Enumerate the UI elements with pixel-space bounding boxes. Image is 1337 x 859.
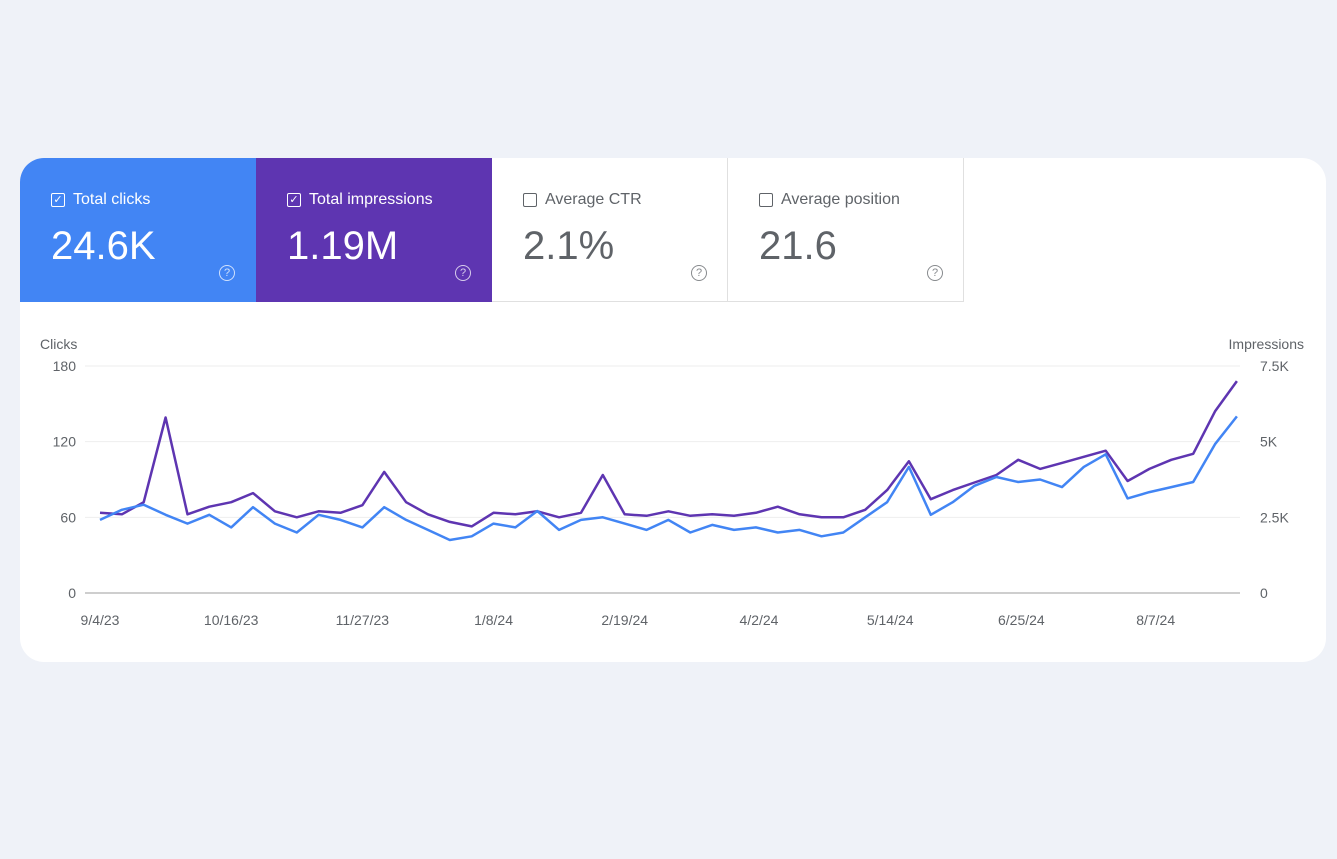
metric-label-text: Total clicks xyxy=(73,191,151,208)
y-tick-left: 0 xyxy=(68,585,76,601)
series-line-clicks xyxy=(99,415,1238,542)
metric-tab-average-ctr[interactable]: Average CTR 2.1% ? xyxy=(492,158,728,302)
check-icon[interactable]: ✓ xyxy=(51,193,65,207)
y-tick-left: 180 xyxy=(53,358,77,374)
x-tick: 4/2/24 xyxy=(740,612,779,628)
y-tick-right: 5K xyxy=(1260,434,1278,450)
metric-tab-average-position[interactable]: Average position 21.6 ? xyxy=(728,158,964,302)
y-axis-right-label: Impressions xyxy=(1229,336,1304,352)
x-tick: 9/4/23 xyxy=(81,612,120,628)
y-tick-right: 7.5K xyxy=(1260,358,1289,374)
y-tick-right: 2.5K xyxy=(1260,509,1289,525)
x-tick: 6/25/24 xyxy=(998,612,1045,628)
metric-label: Average position xyxy=(759,191,900,209)
help-circle-icon[interactable]: ? xyxy=(927,265,943,281)
y-tick-right: 0 xyxy=(1260,585,1268,601)
metric-label-text: Total impressions xyxy=(309,191,433,208)
series-line-impressions xyxy=(99,380,1238,528)
metric-label: ✓ Total clicks xyxy=(51,191,150,209)
metric-label: Average CTR xyxy=(523,191,642,209)
metric-tab-total-clicks[interactable]: ✓ Total clicks 24.6K ? xyxy=(20,158,256,302)
metric-label: ✓ Total impressions xyxy=(287,191,433,209)
performance-card: ✓ Total clicks 24.6K ? ✓ Total impressions… xyxy=(20,158,1326,662)
x-tick: 8/7/24 xyxy=(1136,612,1175,628)
help-circle-icon[interactable]: ? xyxy=(691,265,707,281)
check-icon[interactable]: ✓ xyxy=(287,193,301,207)
metric-value: 2.1% xyxy=(523,224,615,268)
y-axis-left-label: Clicks xyxy=(40,336,77,352)
checkbox-icon[interactable] xyxy=(523,193,537,207)
x-tick: 11/27/23 xyxy=(336,612,390,628)
performance-chart: Clicks Impressions 0 0 60 2.5K 120 5K 180 7.5K 9… xyxy=(40,336,1304,628)
metric-label-text: Average CTR xyxy=(545,191,642,208)
metric-label-text: Average position xyxy=(781,191,900,208)
metric-value: 1.19M xyxy=(287,224,399,268)
x-tick: 2/19/24 xyxy=(601,612,648,628)
x-tick: 1/8/24 xyxy=(474,612,513,628)
y-tick-left: 120 xyxy=(53,434,77,450)
metric-value: 24.6K xyxy=(51,224,156,268)
metric-value: 21.6 xyxy=(759,224,837,268)
metric-tab-total-impressions[interactable]: ✓ Total impressions 1.19M ? xyxy=(256,158,492,302)
x-tick: 5/14/24 xyxy=(867,612,914,628)
x-tick: 10/16/23 xyxy=(204,612,259,628)
checkbox-icon[interactable] xyxy=(759,193,773,207)
help-circle-icon[interactable]: ? xyxy=(219,265,235,281)
help-circle-icon[interactable]: ? xyxy=(455,265,471,281)
y-tick-left: 60 xyxy=(60,509,76,525)
